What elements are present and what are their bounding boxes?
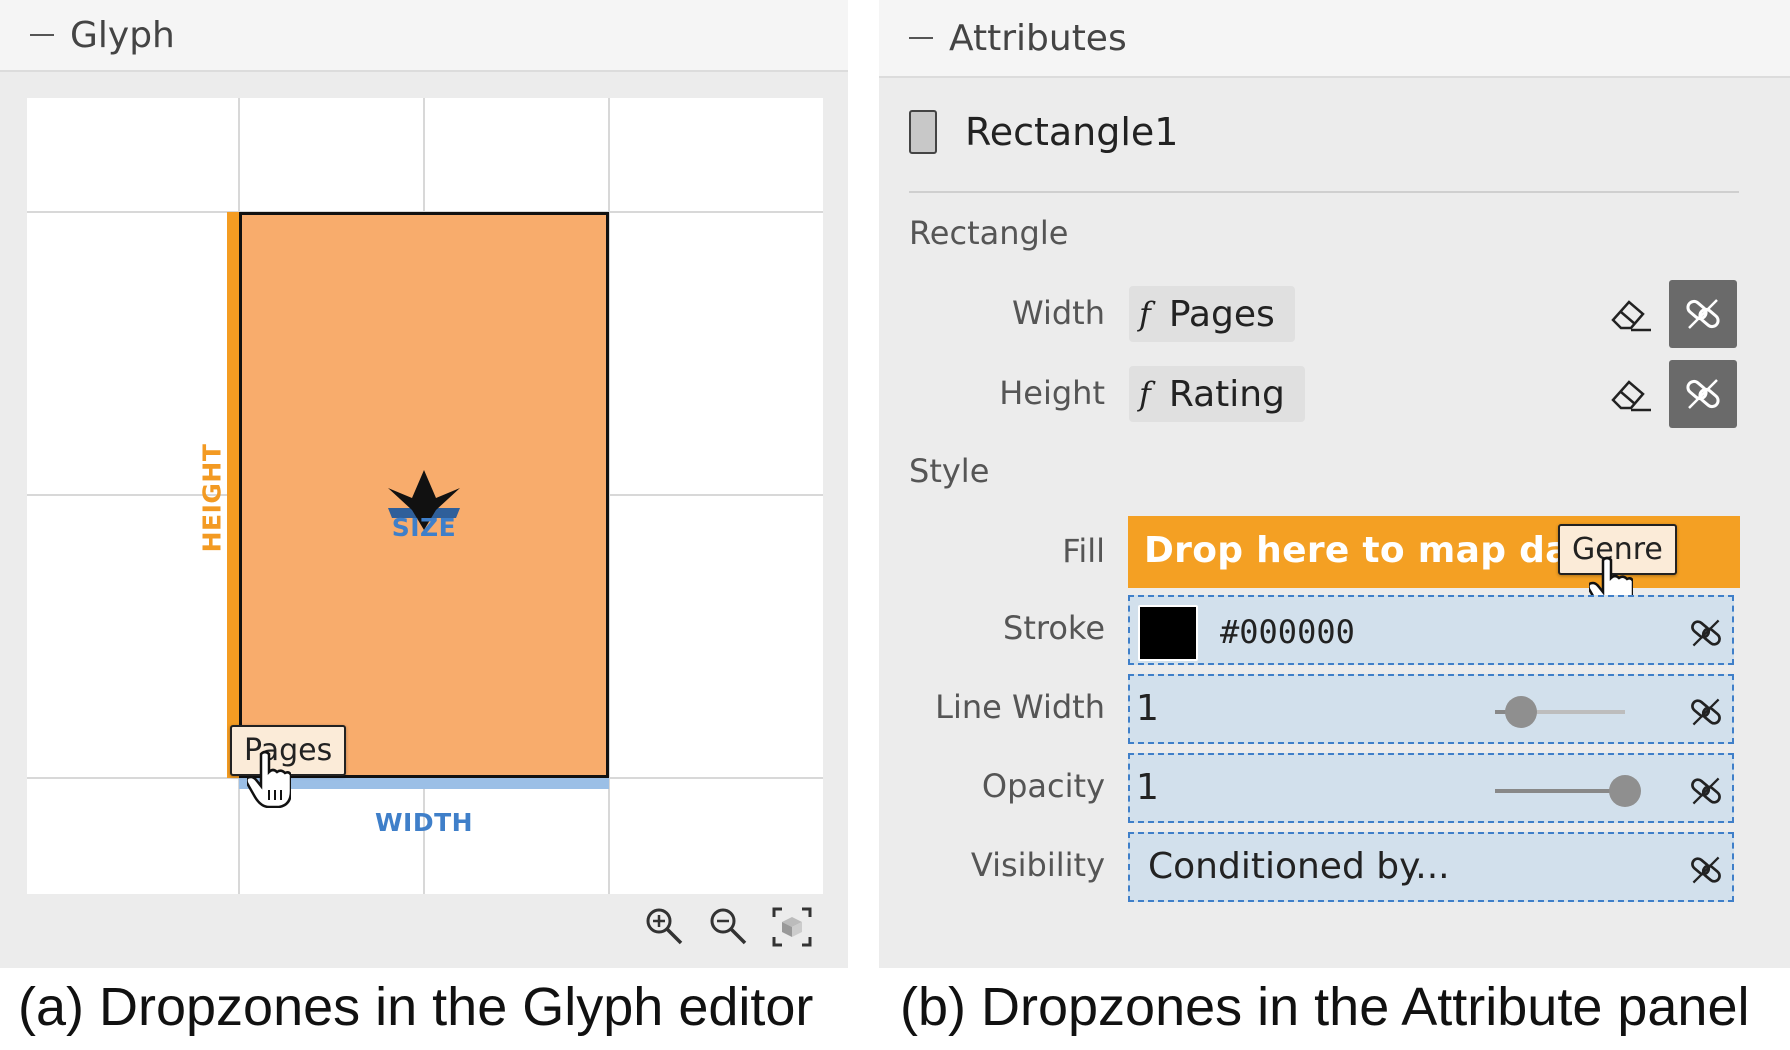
visibility-dropzone[interactable]: Conditioned by... xyxy=(1128,832,1734,902)
width-field-name: Pages xyxy=(1168,293,1275,335)
visibility-value[interactable]: Conditioned by... xyxy=(1148,846,1450,887)
height-field-chip[interactable]: f Rating xyxy=(1129,366,1305,422)
attribute-panel: Attributes Rectangle1 Rectangle Width f … xyxy=(879,0,1790,968)
height-field-name: Rating xyxy=(1168,373,1285,415)
line-width-value[interactable]: 1 xyxy=(1136,688,1159,729)
line-width-dropzone[interactable]: 1 xyxy=(1128,674,1734,744)
rectangle-icon xyxy=(909,110,937,154)
stroke-label: Stroke xyxy=(1003,609,1105,647)
line-width-label: Line Width xyxy=(935,688,1105,726)
unlink-icon[interactable] xyxy=(1686,615,1726,651)
function-icon: f xyxy=(1139,375,1151,413)
unlink-button[interactable] xyxy=(1669,280,1737,348)
unlink-icon xyxy=(1686,379,1720,409)
grid-line xyxy=(608,98,610,894)
caption-b: (b) Dropzones in the Attribute panel xyxy=(900,977,1750,1037)
eraser-icon[interactable] xyxy=(1609,374,1653,414)
width-dropzone-label: WIDTH xyxy=(374,808,474,837)
caption-a: (a) Dropzones in the Glyph editor xyxy=(18,977,814,1037)
fill-label: Fill xyxy=(1062,532,1105,570)
line-width-slider-track[interactable] xyxy=(1495,710,1625,714)
stroke-dropzone[interactable]: #000000 xyxy=(1128,595,1734,665)
glyph-editor-panel: Glyph HEIGHT WIDTH SIZE Pages xyxy=(0,0,848,968)
glyph-canvas[interactable]: HEIGHT WIDTH SIZE Pages xyxy=(27,98,823,894)
width-row: Width f Pages xyxy=(879,280,1790,350)
glyph-panel-title: Glyph xyxy=(70,14,175,56)
hand-cursor-icon xyxy=(247,750,291,808)
collapse-icon[interactable] xyxy=(30,34,54,36)
unlink-icon[interactable] xyxy=(1686,852,1726,888)
height-dropzone-label: HEIGHT xyxy=(197,443,227,553)
unlink-button[interactable] xyxy=(1669,360,1737,428)
divider xyxy=(909,191,1739,193)
opacity-value[interactable]: 1 xyxy=(1136,767,1159,808)
width-field-chip[interactable]: f Pages xyxy=(1129,286,1295,342)
zoom-in-icon[interactable] xyxy=(643,905,687,949)
eraser-icon[interactable] xyxy=(1609,294,1653,334)
line-width-slider-knob[interactable] xyxy=(1505,696,1537,728)
section-title-style: Style xyxy=(909,452,990,490)
height-dropzone[interactable] xyxy=(227,212,239,778)
opacity-dropzone[interactable]: 1 xyxy=(1128,753,1734,823)
glyph-panel-header[interactable]: Glyph xyxy=(0,0,848,72)
size-dropzone-label: SIZE xyxy=(391,513,457,542)
dragged-field-chip[interactable]: Pages xyxy=(230,725,347,776)
visibility-label: Visibility xyxy=(970,846,1105,884)
fit-to-view-icon[interactable] xyxy=(770,905,814,949)
unlink-icon[interactable] xyxy=(1686,694,1726,730)
height-row: Height f Rating xyxy=(879,360,1790,430)
stroke-color-swatch[interactable] xyxy=(1138,605,1198,661)
unlink-icon[interactable] xyxy=(1686,773,1726,809)
opacity-row: Opacity 1 xyxy=(879,753,1790,823)
width-label: Width xyxy=(1012,294,1105,332)
attribute-panel-header[interactable]: Attributes xyxy=(879,0,1790,78)
dragged-field-chip[interactable]: Genre xyxy=(1558,524,1677,575)
line-width-row: Line Width 1 xyxy=(879,674,1790,744)
collapse-icon[interactable] xyxy=(909,37,933,39)
fill-dropzone-text: Drop here to map data xyxy=(1144,530,1612,571)
unlink-icon xyxy=(1686,299,1720,329)
section-title-rectangle: Rectangle xyxy=(909,214,1069,252)
visibility-row: Visibility Conditioned by... xyxy=(879,832,1790,902)
stroke-row: Stroke #000000 xyxy=(879,595,1790,665)
opacity-label: Opacity xyxy=(981,767,1105,805)
height-label: Height xyxy=(999,374,1105,412)
width-dropzone[interactable] xyxy=(239,778,609,789)
attribute-panel-title: Attributes xyxy=(949,17,1127,59)
zoom-out-icon[interactable] xyxy=(707,905,751,949)
stroke-value[interactable]: #000000 xyxy=(1220,613,1355,651)
size-dropzone-icon[interactable] xyxy=(384,468,464,532)
object-name: Rectangle1 xyxy=(965,110,1179,154)
fill-row: Fill Drop here to map data Genre xyxy=(879,516,1790,614)
fill-dropzone[interactable]: Drop here to map data Genre xyxy=(1128,516,1740,614)
opacity-slider-knob[interactable] xyxy=(1609,775,1641,807)
opacity-slider-fill xyxy=(1495,789,1625,793)
object-row: Rectangle1 xyxy=(909,110,1178,154)
function-icon: f xyxy=(1139,295,1151,333)
